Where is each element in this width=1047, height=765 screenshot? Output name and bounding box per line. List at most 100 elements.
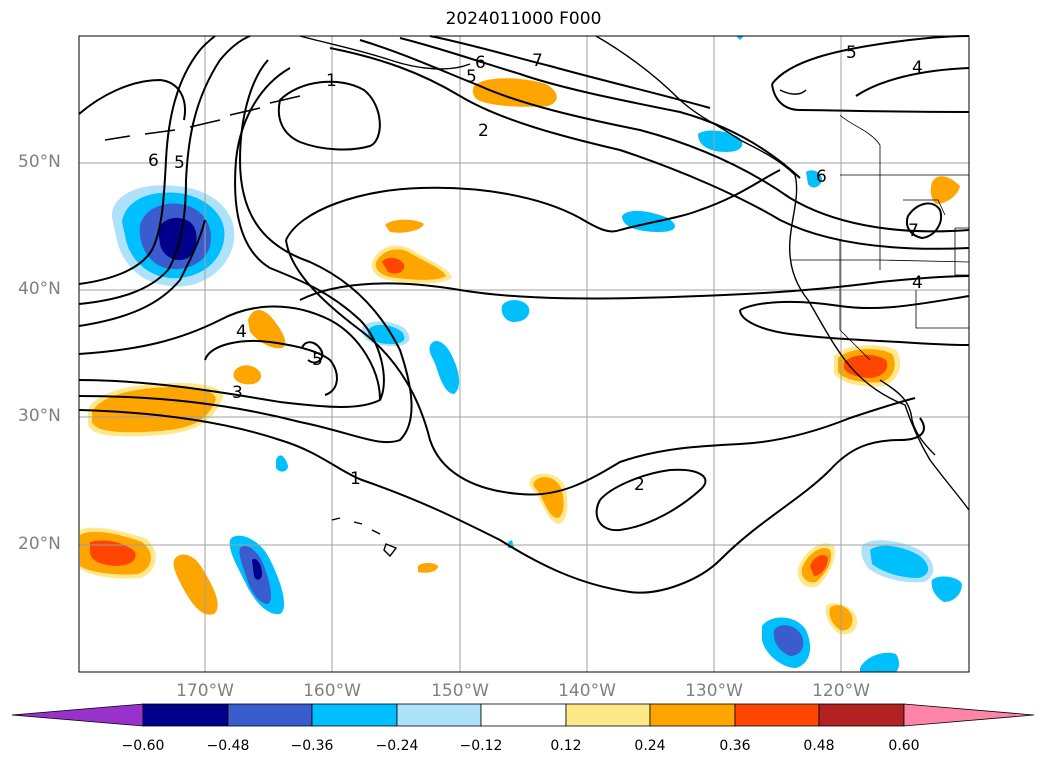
negative-anomaly-region bbox=[931, 576, 962, 602]
contour-labels: 1 2 2 3 4 4 4 5 5 5 5 6 6 6 7 7 1 bbox=[148, 43, 923, 495]
positive-anomaly-region bbox=[385, 219, 424, 233]
contour-line bbox=[78, 35, 216, 285]
colorbar-segment bbox=[565, 703, 651, 727]
colorbar-extend-max bbox=[903, 703, 1035, 727]
contour-label: 4 bbox=[236, 322, 247, 342]
lat-label: 50°N bbox=[18, 152, 61, 172]
contour-label: 4 bbox=[912, 58, 923, 78]
lon-label: 150°W bbox=[431, 681, 489, 701]
lat-label: 30°N bbox=[18, 406, 61, 426]
positive-anomaly-region bbox=[472, 78, 557, 107]
colorbar-segment bbox=[818, 703, 905, 727]
contour-line bbox=[855, 67, 970, 97]
negative-anomaly-region bbox=[276, 455, 288, 472]
contour-label: 6 bbox=[148, 151, 159, 171]
contour-line bbox=[277, 80, 381, 151]
contour-label: 5 bbox=[312, 350, 323, 370]
contour-label: 1 bbox=[326, 71, 337, 91]
state-border bbox=[903, 199, 946, 216]
political-borders bbox=[790, 114, 970, 361]
negative-anomaly-region bbox=[870, 545, 929, 578]
lon-label: 160°W bbox=[303, 681, 361, 701]
colorbar-tick-label: 0.60 bbox=[888, 738, 920, 754]
colorbar-segment bbox=[734, 703, 820, 727]
positive-anomaly-region bbox=[533, 477, 564, 518]
contour-line bbox=[359, 39, 970, 233]
lon-label: 120°W bbox=[812, 681, 870, 701]
contour-lines bbox=[78, 35, 970, 594]
colorbar-segment bbox=[396, 703, 482, 727]
colorbar-tick-label: −0.48 bbox=[206, 738, 250, 754]
negative-anomaly-region bbox=[429, 341, 460, 394]
gulf-of-alaska-coast bbox=[779, 89, 807, 95]
contour-label: 7 bbox=[908, 221, 919, 241]
contour-label: 6 bbox=[816, 167, 827, 187]
lon-label: 130°W bbox=[685, 681, 743, 701]
colorbar-tick-label: 0.36 bbox=[719, 738, 751, 754]
negative-anomaly-region bbox=[806, 170, 822, 188]
contour-label: 4 bbox=[912, 273, 923, 293]
negative-anomaly-region bbox=[736, 36, 744, 40]
aleutian-islands bbox=[104, 95, 301, 141]
contour-line bbox=[739, 295, 970, 311]
contour-label: 5 bbox=[174, 153, 185, 173]
lat-label: 20°N bbox=[18, 534, 61, 554]
contour-line bbox=[78, 409, 925, 594]
contour-line bbox=[78, 59, 413, 444]
alaska-coast bbox=[299, 35, 471, 70]
colorbar-tick-label: 0.48 bbox=[803, 738, 835, 754]
positive-anomaly-region bbox=[418, 563, 438, 573]
contour-line bbox=[771, 35, 970, 85]
colorbar-segment bbox=[227, 703, 313, 727]
contour-line bbox=[595, 468, 707, 532]
contour-line bbox=[301, 341, 324, 364]
colorbar-extend-min bbox=[11, 703, 144, 727]
colorbar-segment bbox=[480, 703, 567, 727]
contour-line bbox=[429, 35, 711, 109]
colorbar-tick-label: −0.36 bbox=[290, 738, 334, 754]
map-title: 2024011000 F000 bbox=[445, 9, 602, 29]
colorbar-tick-label: 0.24 bbox=[634, 738, 666, 754]
colorbar-segment bbox=[142, 703, 229, 727]
contour-line bbox=[285, 169, 781, 241]
state-border bbox=[790, 259, 970, 263]
colorbar-tick-label: −0.12 bbox=[459, 738, 503, 754]
lat-label: 40°N bbox=[18, 279, 61, 299]
state-border bbox=[915, 290, 969, 329]
positive-anomaly-region bbox=[382, 257, 405, 274]
baja-california-coast bbox=[879, 379, 936, 456]
positive-anomaly-region bbox=[92, 386, 216, 433]
colorbar-segment bbox=[649, 703, 736, 727]
positive-anomaly-region bbox=[930, 176, 960, 204]
contour-label: 2 bbox=[634, 475, 645, 495]
contour-label: 6 bbox=[475, 53, 486, 73]
positive-anomaly-region bbox=[90, 540, 136, 566]
contour-line bbox=[399, 37, 801, 179]
contour-line bbox=[78, 35, 251, 305]
negative-anomaly-region bbox=[773, 625, 804, 656]
contour-line bbox=[285, 239, 916, 496]
contour-line bbox=[78, 219, 206, 327]
state-border bbox=[839, 240, 871, 361]
positive-anomaly-region bbox=[173, 554, 218, 615]
state-border bbox=[954, 227, 969, 276]
map-frame bbox=[79, 36, 969, 672]
state-border bbox=[839, 114, 881, 270]
contour-line bbox=[78, 78, 186, 121]
contour-line bbox=[906, 202, 942, 240]
contour-line bbox=[329, 47, 970, 250]
positive-anomaly-region bbox=[810, 555, 828, 576]
contour-label: 1 bbox=[350, 469, 361, 489]
contour-label: 3 bbox=[232, 383, 243, 403]
colorbar bbox=[11, 703, 1035, 727]
positive-anomaly-region bbox=[248, 309, 286, 349]
positive-anomaly-region bbox=[233, 365, 262, 385]
negative-anomaly-region bbox=[158, 217, 197, 261]
contour-line bbox=[204, 339, 338, 396]
negative-anomaly-region bbox=[860, 652, 899, 672]
contour-label: 2 bbox=[478, 121, 489, 141]
contour-line bbox=[771, 83, 970, 113]
contour-line bbox=[299, 275, 970, 301]
negative-anomaly-region bbox=[501, 300, 530, 322]
